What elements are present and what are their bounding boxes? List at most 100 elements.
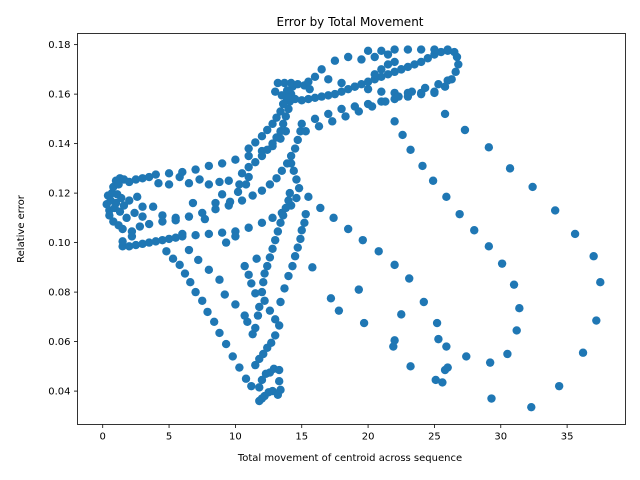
scatter-point: [390, 260, 399, 270]
scatter-point: [138, 202, 147, 211]
scatter-point: [274, 365, 284, 375]
scatter-point: [244, 223, 253, 232]
scatter-point: [162, 247, 171, 256]
y-tick-label: 0.18: [48, 40, 70, 51]
scatter-point: [284, 93, 293, 103]
scatter-point: [284, 271, 293, 281]
scatter-point: [204, 229, 214, 239]
scatter-point: [397, 310, 406, 319]
scatter-point: [251, 360, 260, 370]
scatter-point: [244, 162, 253, 172]
scatter-point: [432, 318, 442, 328]
scatter-point: [454, 60, 463, 69]
scatter-point: [171, 216, 180, 225]
scatter-point: [324, 109, 333, 119]
scatter-point: [278, 119, 288, 129]
scatter-point: [390, 67, 399, 77]
scatter-point: [286, 159, 296, 168]
scatter-point: [235, 363, 244, 372]
scatter-point: [180, 269, 190, 278]
scatter-point: [135, 222, 145, 231]
scatter-point: [290, 252, 300, 261]
scatter-point: [329, 213, 338, 223]
scatter-point: [240, 261, 249, 271]
scatter-point: [343, 52, 353, 62]
scatter-point: [204, 161, 214, 171]
scatter-point: [276, 127, 285, 136]
scatter-point: [272, 174, 281, 183]
scatter-point: [255, 302, 264, 312]
scatter-point: [247, 279, 256, 288]
scatter-point: [377, 65, 386, 74]
scatter-point: [443, 363, 452, 372]
x-axis: 0 5 10 15 20 25 30 35: [100, 424, 573, 443]
scatter-point: [389, 342, 398, 351]
scatter-point: [370, 52, 379, 62]
scatter-point: [211, 205, 220, 214]
scatter-point: [310, 72, 320, 82]
x-tick-label: 0: [100, 432, 106, 443]
scatter-point: [148, 202, 158, 211]
scatter-point: [151, 237, 160, 246]
scatter-point: [358, 235, 367, 245]
scatter-point: [301, 127, 310, 136]
scatter-point: [343, 224, 353, 234]
scatter-point: [168, 254, 178, 263]
scatter-point: [268, 244, 277, 253]
scatter-point: [394, 92, 403, 101]
scatter-point: [220, 290, 229, 299]
scatter-point: [260, 269, 269, 278]
scatter-point: [276, 218, 285, 228]
scatter-point: [515, 303, 524, 313]
scatter-point: [357, 55, 366, 64]
scatter-point: [158, 235, 167, 245]
scatter-point: [330, 56, 340, 65]
points-layer: [102, 45, 605, 412]
scatter-point: [194, 255, 203, 265]
scatter-point: [308, 263, 317, 272]
scatter-point: [443, 45, 452, 54]
scatter-point: [233, 187, 243, 197]
scatter-point: [257, 287, 267, 297]
scatter-point: [485, 358, 495, 367]
scatter-point: [248, 191, 257, 200]
scatter-point: [204, 265, 214, 275]
scatter-point: [286, 78, 296, 88]
scatter-point: [237, 169, 247, 178]
scatter-point: [273, 78, 283, 88]
scatter-point: [178, 167, 187, 177]
scatter-point: [191, 230, 200, 240]
scatter-point: [282, 86, 292, 95]
scatter-point: [257, 218, 267, 228]
scatter-point: [231, 155, 240, 164]
scatter-point: [217, 190, 227, 199]
scatter-point: [191, 165, 200, 174]
scatter-point: [221, 238, 231, 247]
scatter-point: [405, 274, 414, 283]
scatter-point: [294, 183, 304, 193]
scatter-point: [292, 175, 301, 184]
scatter-point: [416, 89, 426, 99]
scatter-point: [133, 192, 142, 202]
scatter-point: [324, 75, 333, 84]
scatter-point: [503, 349, 512, 359]
scatter-point: [255, 383, 264, 392]
scatter-point: [438, 378, 447, 387]
scatter-point: [297, 96, 306, 105]
scatter-point: [138, 174, 147, 183]
scatter-point: [204, 180, 214, 189]
scatter-point: [195, 175, 204, 184]
scatter-point: [462, 352, 471, 361]
scatter-point: [114, 180, 123, 189]
scatter-point: [191, 287, 200, 297]
scatter-point: [158, 211, 167, 220]
scatter-point: [228, 352, 237, 361]
scatter-point: [289, 166, 298, 176]
scatter-point: [370, 70, 379, 79]
scatter-point: [244, 144, 253, 153]
x-tick-label: 5: [166, 432, 172, 443]
scatter-point: [428, 176, 438, 185]
scatter-point: [164, 180, 174, 189]
scatter-point: [285, 188, 294, 198]
x-tick-label: 25: [428, 432, 441, 443]
